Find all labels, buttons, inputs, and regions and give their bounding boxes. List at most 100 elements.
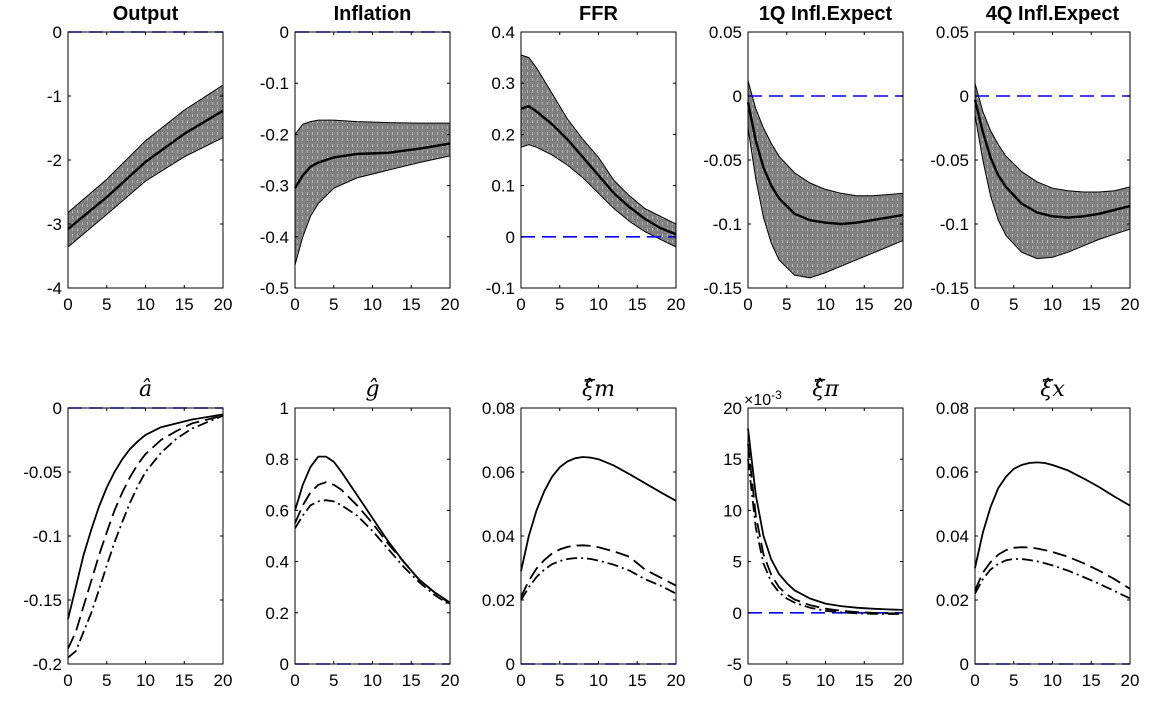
chart-7-title-panel: ĝ: [365, 377, 379, 402]
chart-10-title-x: ξ̂x: [1040, 377, 1065, 402]
chart-7-y-tick-label: 0: [280, 655, 289, 674]
chart-2-x-tick-label: 0: [290, 295, 299, 314]
chart-9-series-dashed-line: [747, 443, 904, 615]
chart-4-y-tick-label: 0: [733, 87, 742, 106]
chart-7-x-tick-label: 5: [329, 671, 338, 690]
chart-6-x-tick-label: 0: [63, 671, 72, 690]
chart-4-y-tick-label: -0.05: [703, 151, 742, 170]
chart-6-x-tick-label: 20: [214, 671, 233, 690]
chart-1-x-tick-label: 10: [136, 295, 155, 314]
chart-2-y-tick-label: -0.3: [260, 177, 289, 196]
chart-10-y-tick-label: 0.02: [936, 591, 969, 610]
chart-2-y-tick-label: 0: [280, 23, 289, 42]
chart-10-y-tick-label: 0.06: [936, 463, 969, 482]
chart-3-x-tick-label: 0: [516, 295, 525, 314]
chart-10-series-dashdot-line: [974, 558, 1131, 600]
chart-4-x-tick-label: 20: [894, 295, 913, 314]
chart-3-x-tick-label: 20: [667, 295, 686, 314]
chart-10-x-tick-label: 0: [970, 671, 979, 690]
chart-6-y-tick-label: -0.1: [33, 527, 62, 546]
chart-10-plot-area: [975, 408, 1130, 664]
chart-7-y-tick-label: 1: [280, 399, 289, 418]
chart-6-y-tick-label: -0.05: [23, 463, 62, 482]
chart-6-series-solid-line: [67, 413, 224, 620]
chart-5-y-tick-label: -0.1: [940, 215, 969, 234]
chart-1-x-tick-label: 5: [102, 295, 111, 314]
chart-7-x-tick-label: 0: [290, 671, 299, 690]
chart-10-y-tick-label: 0.08: [936, 399, 969, 418]
chart-9-y-tick-label: 10: [723, 501, 742, 520]
chart-10-series-dashed-line: [974, 546, 1131, 591]
chart-4-x-tick-label: 10: [816, 295, 835, 314]
chart-2-y-tick-label: -0.4: [260, 228, 289, 247]
chart-9-plot-area: [748, 408, 903, 664]
chart-4-y-tick-label: -0.15: [703, 279, 742, 298]
chart-4-panel: 0 5 10 15 20 -0.15 -0.1 -0.05 0 0.05 1Q Infl.Expec…: [703, 3, 912, 314]
chart-7-plot-area: [295, 408, 450, 664]
chart-7-y-tick-label: 0.4: [265, 553, 289, 572]
chart-5-title-4q-infl-expect: 4Q Infl.Expect: [986, 3, 1120, 25]
chart-10-y-tick-label: 0: [960, 655, 969, 674]
chart-1-y-tick-label: -3: [47, 215, 62, 234]
chart-10-y-tick-label: 0.04: [936, 527, 969, 546]
chart-8-x-tick-label: 20: [667, 671, 686, 690]
chart-7-series-dashdot-line: [294, 499, 451, 606]
chart-4-y-tick-label: -0.1: [713, 215, 742, 234]
chart-9-y-tick-label: 15: [723, 450, 742, 469]
chart-10-x-tick-label: 20: [1121, 671, 1140, 690]
chart-8-x-tick-label: 10: [589, 671, 608, 690]
chart-3-y-tick-label: 0.1: [491, 177, 515, 196]
chart-5-y-tick-label: 0: [960, 87, 969, 106]
chart-5-y-tick-label: -0.15: [930, 279, 969, 298]
chart-6-panel: 0 5 10 15 20 -0.2 -0.15 -0.1 -0.05 0 â: [23, 377, 232, 690]
chart-1-y-tick-label: -1: [47, 87, 62, 106]
chart-5-panel: 0 5 10 15 20 -0.15 -0.1 -0.05 0 0.05 4Q Infl.Expec…: [930, 3, 1139, 314]
chart-2-x-tick-label: 10: [363, 295, 382, 314]
chart-6-plot-area: [68, 408, 223, 664]
chart-5-x-tick-label: 15: [1082, 295, 1101, 314]
chart-8-plot-area: [521, 408, 676, 664]
chart-6-y-tick-label: 0: [53, 399, 62, 418]
chart-8-y-tick-label: 0: [506, 655, 515, 674]
chart-1-x-tick-label: 20: [214, 295, 233, 314]
chart-4-series-solid-line: [746, 102, 904, 226]
chart-9-y-tick-label: 0: [733, 604, 742, 623]
chart-3-y-tick-label: -0.1: [486, 279, 515, 298]
chart-4-y-tick-label: 0.05: [709, 23, 742, 42]
chart-2-title-inflation: Inflation: [334, 3, 412, 25]
chart-8-x-tick-label: 5: [555, 671, 564, 690]
chart-7-x-tick-label: 20: [441, 671, 460, 690]
chart-4-x-tick-label: 0: [743, 295, 752, 314]
chart-2-y-tick-label: -0.1: [260, 74, 289, 93]
chart-7-y-tick-label: 0.8: [265, 450, 289, 469]
chart-1-y-tick-label: -2: [47, 151, 62, 170]
chart-6-x-tick-label: 15: [175, 671, 194, 690]
chart-3-y-tick-label: 0.3: [491, 74, 515, 93]
chart-4-x-tick-label: 5: [782, 295, 791, 314]
chart-5-x-tick-label: 5: [1009, 295, 1018, 314]
chart-6-y-tick-label: -0.15: [23, 591, 62, 610]
chart-10-x-tick-label: 5: [1009, 671, 1018, 690]
chart-6-title-panel: â: [139, 377, 152, 402]
chart-3-x-tick-label: 15: [628, 295, 647, 314]
chart-8-x-tick-label: 15: [628, 671, 647, 690]
chart-2-x-tick-label: 20: [441, 295, 460, 314]
chart-9-x-tick-label: 15: [855, 671, 874, 690]
chart-9-series-dashdot-line: [747, 459, 903, 615]
chart-3-series-solid-line: [520, 105, 677, 236]
chart-2-x-tick-label: 5: [329, 295, 338, 314]
chart-8-series-dashed-line: [520, 544, 677, 598]
chart-3-y-tick-label: 0.2: [491, 125, 515, 144]
chart-6-y-tick-label: -0.2: [33, 655, 62, 674]
chart-9-x-tick-label: 10: [816, 671, 835, 690]
chart-8-y-tick-label: 0.02: [482, 591, 515, 610]
chart-8-y-tick-label: 0.08: [482, 399, 515, 418]
chart-1-series-solid-line: [67, 109, 224, 231]
chart-2-series-solid-line: [293, 142, 451, 189]
chart-5-y-tick-label: 0.05: [936, 23, 969, 42]
chart-5-y-tick-label: -0.05: [930, 151, 969, 170]
chart-9-x-tick-label: 20: [894, 671, 913, 690]
